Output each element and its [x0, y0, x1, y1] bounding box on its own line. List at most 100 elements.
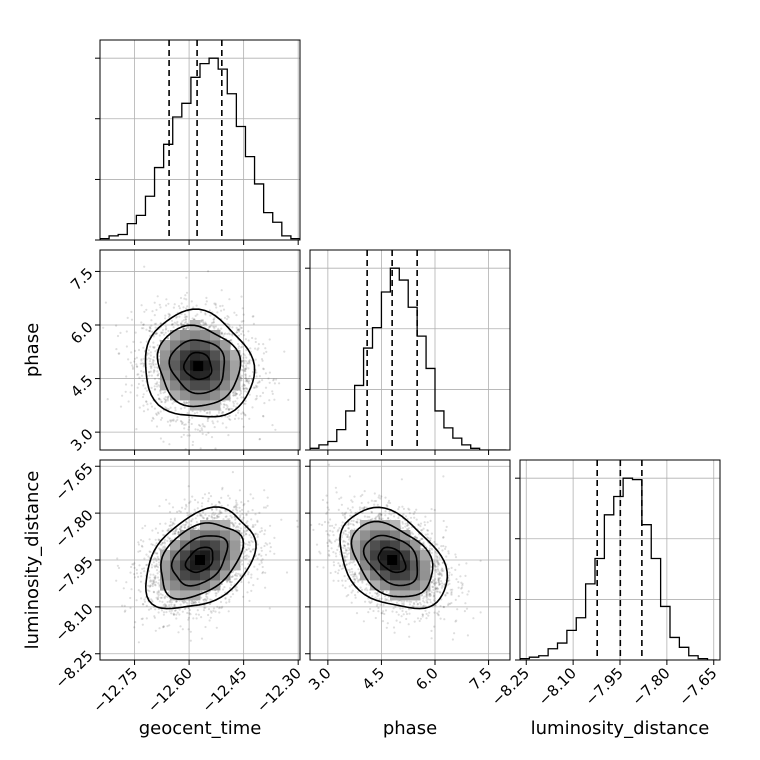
sample-point [166, 407, 169, 410]
sample-point [262, 367, 265, 370]
sample-point [166, 539, 169, 543]
sample-point [170, 323, 174, 326]
sample-point [251, 406, 254, 409]
sample-point [232, 392, 235, 395]
panel-content [100, 40, 300, 240]
contour-level-4 [144, 308, 256, 418]
sample-point [144, 524, 147, 527]
sample-point [152, 581, 155, 584]
sample-point [165, 399, 168, 402]
sample-point [227, 610, 230, 613]
sample-point [221, 486, 224, 489]
sample-point [186, 412, 189, 415]
sample-point [204, 322, 207, 325]
sample-point [148, 360, 152, 363]
sample-point [244, 373, 247, 376]
sample-point [242, 552, 245, 555]
sample-point [174, 532, 177, 535]
sample-point [243, 413, 247, 416]
sample-point [168, 624, 171, 627]
sample-point [140, 544, 143, 548]
sample-point [150, 367, 153, 370]
sample-point [232, 390, 235, 393]
sample-point [231, 391, 234, 394]
sample-point [225, 426, 228, 429]
sample-point [243, 334, 246, 337]
sample-point [162, 533, 165, 537]
sample-point [225, 318, 229, 321]
sample-point [241, 512, 244, 516]
sample-point [142, 384, 145, 387]
sample-point [142, 323, 145, 326]
sample-point [178, 315, 181, 318]
sample-point [156, 576, 160, 579]
sample-point [230, 580, 233, 584]
sample-point [241, 508, 244, 511]
sample-point [154, 574, 157, 578]
sample-point [250, 539, 253, 543]
sample-point [233, 578, 236, 581]
sample-point [249, 347, 252, 350]
density-cell [220, 350, 231, 361]
sample-point [226, 332, 229, 336]
sample-point [149, 584, 152, 588]
sample-point [240, 376, 243, 379]
sample-point [130, 351, 133, 354]
density-cell [200, 340, 211, 351]
sample-point [161, 328, 165, 332]
sample-point [223, 333, 226, 336]
sample-point [220, 331, 223, 334]
sample-point [169, 420, 172, 423]
sample-point [208, 602, 211, 606]
sample-point [248, 359, 251, 362]
sample-point [184, 423, 187, 426]
sample-point [201, 496, 204, 500]
sample-point [202, 511, 205, 514]
sample-point [204, 597, 207, 601]
sample-point [226, 518, 229, 521]
sample-point [151, 529, 154, 532]
sample-point [228, 497, 231, 500]
histogram-phase [310, 267, 507, 450]
sample-point [196, 428, 199, 431]
axes-frame [309, 249, 511, 451]
sample-point [158, 398, 161, 401]
sample-point [258, 375, 261, 378]
sample-point [187, 606, 190, 609]
sample-point [200, 596, 203, 599]
sample-point [124, 390, 127, 393]
sample-point [245, 548, 249, 551]
sample-point [151, 584, 154, 588]
sample-point [216, 420, 219, 423]
sample-point [142, 365, 145, 368]
sample-point [163, 538, 166, 542]
sample-point [220, 327, 223, 330]
sample-point [257, 343, 260, 346]
sample-point [248, 544, 251, 547]
sample-point [148, 325, 151, 329]
sample-point [153, 366, 156, 369]
sample-point [152, 417, 155, 420]
sample-point [266, 504, 269, 507]
sample-point [167, 302, 170, 305]
sample-point [245, 364, 248, 367]
sample-point [150, 563, 153, 566]
sample-point [231, 575, 234, 578]
sample-point [150, 386, 153, 389]
sample-point [146, 403, 149, 406]
sample-point [177, 531, 180, 534]
sample-point [243, 362, 246, 365]
density-cell [190, 400, 201, 411]
sample-point [153, 388, 156, 391]
sample-point [202, 517, 206, 520]
sample-point [157, 611, 160, 614]
sample-point [247, 573, 250, 576]
sample-point [153, 615, 156, 618]
sample-point [184, 318, 187, 321]
sample-point [243, 367, 246, 370]
sample-point [191, 416, 194, 419]
sample-point [166, 420, 169, 423]
sample-point [175, 528, 178, 531]
sample-point [207, 270, 210, 273]
sample-point [133, 626, 136, 629]
